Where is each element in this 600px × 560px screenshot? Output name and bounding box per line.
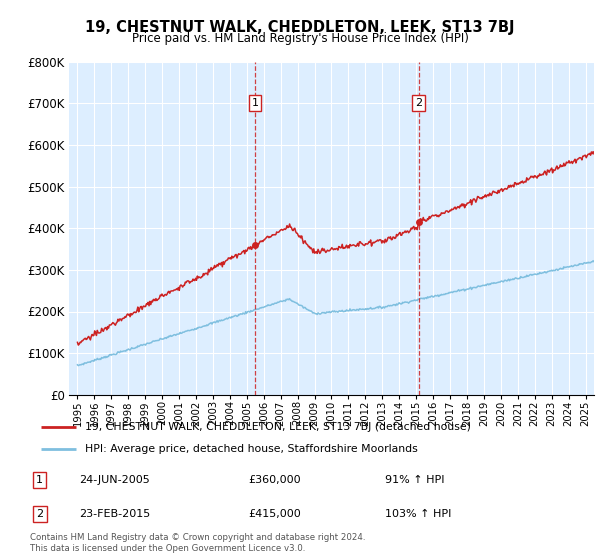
Text: Contains HM Land Registry data © Crown copyright and database right 2024.
This d: Contains HM Land Registry data © Crown c… xyxy=(30,533,365,553)
Text: 19, CHESTNUT WALK, CHEDDLETON, LEEK, ST13 7BJ (detached house): 19, CHESTNUT WALK, CHEDDLETON, LEEK, ST1… xyxy=(85,422,470,432)
Text: 91% ↑ HPI: 91% ↑ HPI xyxy=(385,475,445,486)
Text: Price paid vs. HM Land Registry's House Price Index (HPI): Price paid vs. HM Land Registry's House … xyxy=(131,32,469,45)
Text: £360,000: £360,000 xyxy=(248,475,301,486)
Text: 23-FEB-2015: 23-FEB-2015 xyxy=(79,508,151,519)
Text: 2: 2 xyxy=(36,508,43,519)
Text: 1: 1 xyxy=(251,98,259,108)
Text: 103% ↑ HPI: 103% ↑ HPI xyxy=(385,508,451,519)
Text: 2: 2 xyxy=(415,98,422,108)
Text: 24-JUN-2005: 24-JUN-2005 xyxy=(79,475,150,486)
Text: 1: 1 xyxy=(37,475,43,486)
Text: £415,000: £415,000 xyxy=(248,508,301,519)
Text: HPI: Average price, detached house, Staffordshire Moorlands: HPI: Average price, detached house, Staf… xyxy=(85,444,418,454)
Text: 19, CHESTNUT WALK, CHEDDLETON, LEEK, ST13 7BJ: 19, CHESTNUT WALK, CHEDDLETON, LEEK, ST1… xyxy=(85,20,515,35)
